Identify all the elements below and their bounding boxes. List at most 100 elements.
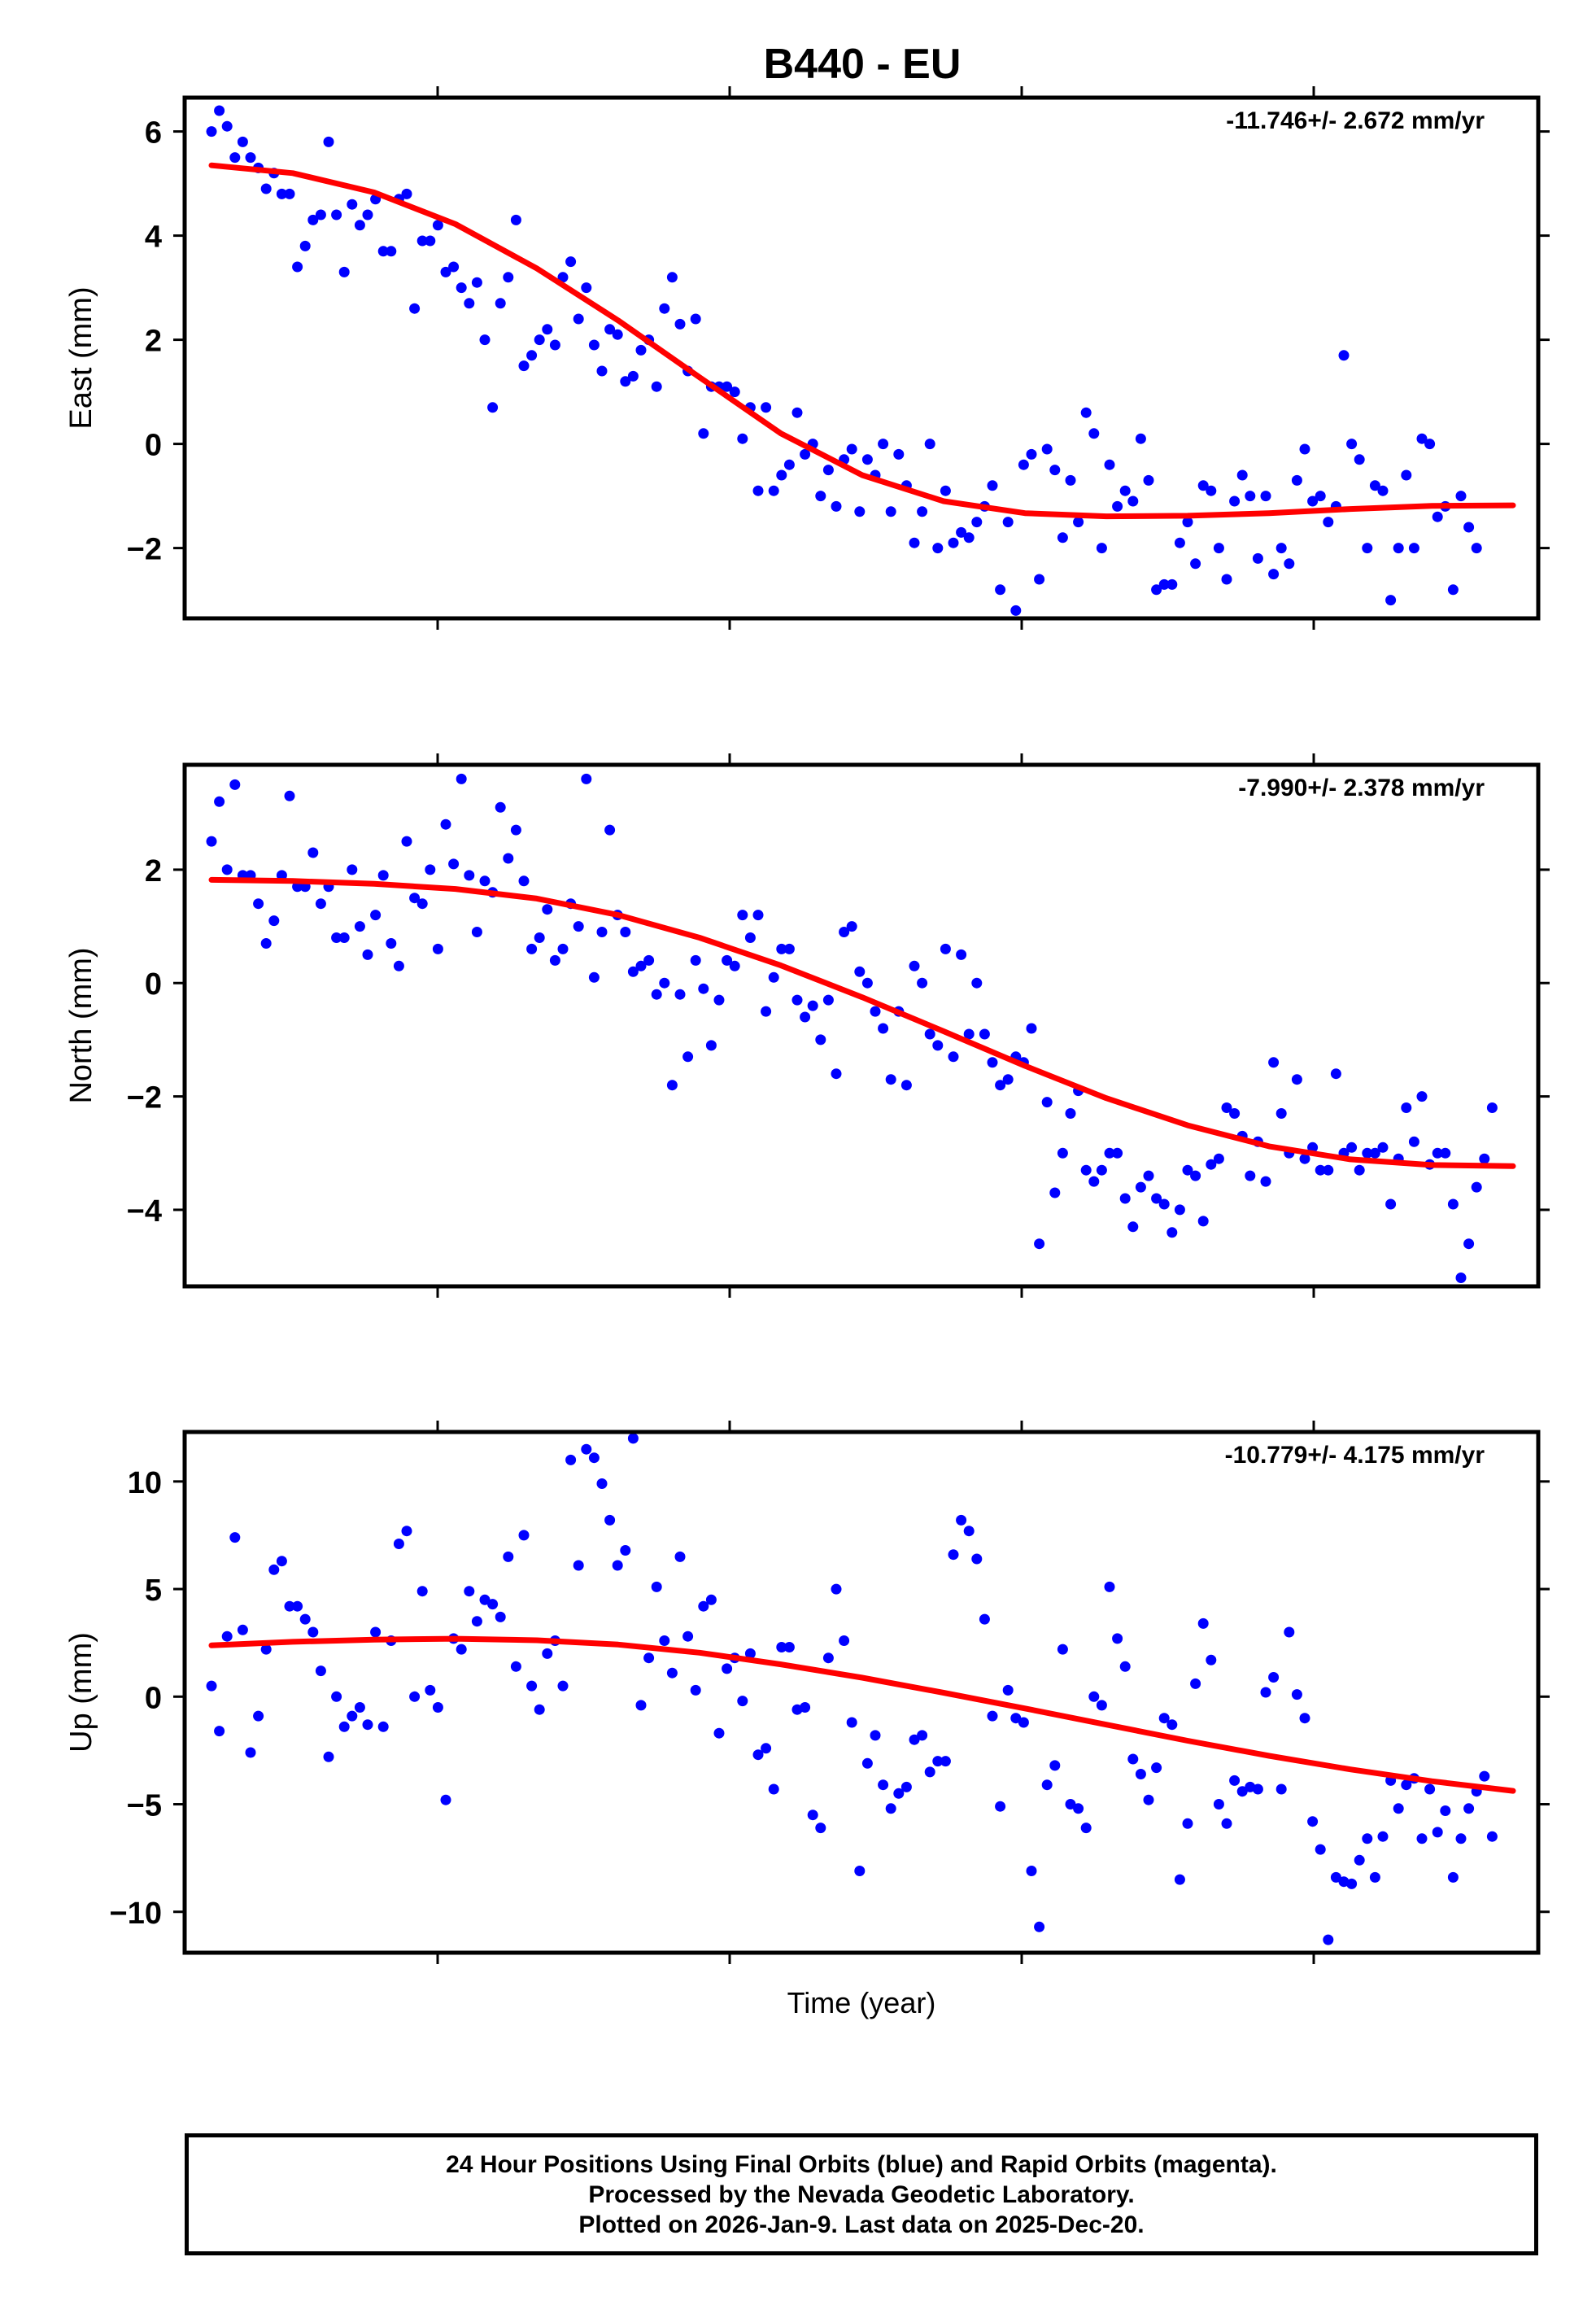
data-point: [503, 853, 514, 864]
data-point: [1104, 1147, 1115, 1159]
data-point: [1182, 1818, 1193, 1829]
data-point: [1393, 1803, 1404, 1814]
data-point: [1268, 1057, 1280, 1068]
data-point: [1268, 1672, 1280, 1683]
data-point: [245, 152, 256, 164]
data-point: [752, 910, 764, 921]
data-point: [659, 303, 670, 314]
data-point: [924, 439, 935, 450]
y-tick-label: −10: [110, 1897, 162, 1931]
data-point: [831, 1583, 842, 1595]
footer-line-plotted-on: Plotted on 2026-Jan-9. Last data on 2025…: [578, 2211, 1145, 2238]
data-point: [1166, 578, 1178, 590]
data-point: [1486, 1831, 1498, 1842]
data-point: [1041, 1097, 1053, 1108]
data-point: [1143, 1170, 1154, 1181]
data-point: [440, 819, 451, 830]
y-tick-label: 0: [145, 967, 162, 1002]
data-point: [1026, 1866, 1037, 1876]
data-point: [846, 921, 857, 932]
data-points-up: [206, 1433, 1498, 1945]
data-point: [893, 1788, 905, 1799]
y-axis-label-east: East (mm): [64, 286, 98, 429]
data-point: [1260, 1687, 1271, 1698]
data-point: [416, 235, 428, 247]
data-point: [1104, 459, 1115, 470]
data-point: [1190, 1170, 1201, 1181]
data-point: [635, 344, 647, 356]
data-point: [253, 898, 264, 910]
data-point: [503, 272, 514, 283]
data-point: [1088, 1176, 1100, 1187]
data-point: [1401, 1102, 1412, 1113]
data-point: [822, 994, 834, 1006]
data-point: [800, 1702, 811, 1713]
data-point: [1486, 1102, 1498, 1113]
data-point: [307, 847, 319, 858]
data-point: [839, 1635, 850, 1646]
chart-title: B440 - EU: [764, 41, 962, 88]
data-point: [737, 1696, 748, 1707]
data-point: [1424, 1783, 1436, 1795]
data-point: [1229, 1108, 1241, 1119]
data-point: [1284, 1626, 1295, 1638]
data-point: [362, 1719, 373, 1731]
data-point: [956, 1514, 967, 1526]
data-point: [1127, 495, 1139, 507]
data-point: [800, 1011, 811, 1023]
data-point: [557, 272, 569, 283]
data-point: [776, 943, 787, 954]
y-tick-label: 2: [145, 325, 162, 359]
data-point: [315, 1665, 326, 1677]
y-axis-label-north: North (mm): [64, 947, 98, 1103]
data-point: [690, 1684, 701, 1696]
data-point: [932, 1040, 944, 1051]
data-point: [1104, 1581, 1115, 1592]
data-point: [627, 370, 639, 382]
data-point: [534, 334, 545, 346]
data-point: [1135, 1769, 1146, 1779]
data-point: [917, 506, 928, 517]
footer-line-processed-by: Processed by the Nevada Geodetic Laborat…: [588, 2181, 1135, 2208]
data-point: [752, 1749, 764, 1761]
data-point: [768, 1783, 779, 1795]
data-point: [761, 1006, 772, 1017]
data-point: [1432, 1147, 1443, 1159]
data-point: [401, 1526, 412, 1537]
data-point: [1018, 459, 1029, 470]
data-point: [1323, 517, 1334, 528]
plot-frame-north: [182, 762, 1541, 1289]
data-point: [940, 943, 951, 954]
data-point: [214, 105, 225, 116]
data-point: [1338, 350, 1350, 361]
data-point: [612, 1560, 623, 1571]
data-point: [495, 801, 506, 813]
data-point: [1229, 1775, 1241, 1786]
data-point: [1229, 495, 1241, 507]
data-point: [1002, 517, 1014, 528]
data-point: [783, 1642, 795, 1652]
data-point: [1330, 1871, 1341, 1883]
data-point: [1119, 485, 1131, 496]
data-point: [870, 1730, 881, 1741]
data-point: [596, 365, 608, 377]
data-point: [932, 543, 944, 554]
data-point: [456, 1644, 467, 1655]
data-point: [1034, 1921, 1045, 1932]
data-point: [620, 1545, 631, 1556]
y-tick-label: 5: [145, 1574, 162, 1608]
data-point: [1182, 1164, 1193, 1176]
data-point: [783, 943, 795, 954]
data-point: [1096, 1164, 1107, 1176]
data-point: [432, 1702, 443, 1713]
data-point: [253, 1710, 264, 1722]
data-point: [1299, 1713, 1310, 1724]
data-point: [1385, 595, 1397, 606]
data-point: [627, 1433, 639, 1444]
data-point: [526, 943, 538, 954]
data-point: [1034, 1238, 1045, 1250]
y-tick-label: −5: [127, 1789, 162, 1823]
data-point: [666, 1667, 678, 1679]
data-points-north: [206, 773, 1498, 1283]
data-point: [1252, 552, 1263, 564]
